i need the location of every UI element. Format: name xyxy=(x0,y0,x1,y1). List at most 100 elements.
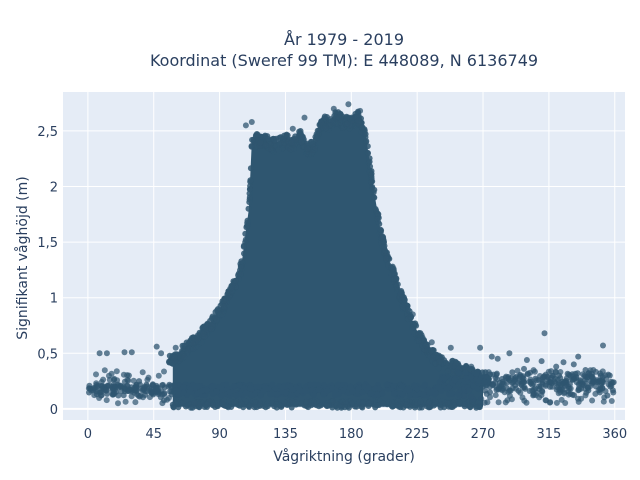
data-point xyxy=(313,131,320,138)
data-point xyxy=(592,390,599,397)
data-point xyxy=(149,381,156,388)
data-point xyxy=(519,379,526,386)
data-point xyxy=(259,134,266,140)
data-point xyxy=(467,374,474,381)
data-point xyxy=(172,399,179,406)
data-point xyxy=(462,369,469,376)
data-point xyxy=(422,381,428,388)
data-point xyxy=(281,399,288,406)
data-point xyxy=(592,368,599,375)
data-point xyxy=(103,397,110,404)
data-point xyxy=(468,363,475,370)
data-point xyxy=(560,359,567,366)
data-point xyxy=(506,350,513,357)
data-point xyxy=(539,387,545,394)
data-point xyxy=(342,398,349,405)
data-point xyxy=(444,400,451,407)
data-point xyxy=(253,404,260,411)
data-point xyxy=(143,381,150,388)
data-point xyxy=(317,402,324,409)
data-point xyxy=(389,399,396,406)
data-point xyxy=(246,194,253,201)
y-tick-label: 2 xyxy=(50,181,58,196)
data-point xyxy=(159,381,166,388)
data-point xyxy=(359,124,366,131)
data-point xyxy=(262,142,269,149)
data-point xyxy=(279,384,286,391)
data-point xyxy=(246,402,253,409)
data-point xyxy=(582,385,589,392)
data-point xyxy=(161,368,167,375)
data-point xyxy=(517,389,524,396)
data-point xyxy=(405,306,411,313)
data-point xyxy=(394,281,401,288)
data-point xyxy=(133,386,140,393)
data-point xyxy=(247,177,254,184)
data-point xyxy=(521,365,527,372)
data-point xyxy=(382,247,388,254)
data-point xyxy=(172,344,179,351)
data-point xyxy=(334,381,341,388)
data-point xyxy=(425,399,432,406)
data-point xyxy=(494,355,501,362)
data-point xyxy=(600,342,606,349)
data-point xyxy=(110,381,117,388)
x-tick-label: 360 xyxy=(602,427,627,442)
data-point xyxy=(288,404,295,411)
data-point xyxy=(117,382,124,389)
data-point xyxy=(448,390,455,397)
data-point xyxy=(563,382,570,388)
data-point xyxy=(308,402,315,409)
data-point xyxy=(582,373,589,380)
data-point xyxy=(428,339,435,346)
data-point xyxy=(248,392,255,399)
data-point xyxy=(545,368,552,375)
data-point xyxy=(168,384,175,390)
data-point xyxy=(426,389,433,396)
data-point xyxy=(409,311,416,318)
data-point xyxy=(494,376,501,383)
data-point xyxy=(341,404,348,411)
data-point xyxy=(587,367,594,374)
data-point xyxy=(574,370,581,377)
data-point xyxy=(203,386,210,393)
data-point xyxy=(553,399,560,406)
data-point xyxy=(146,394,153,401)
data-point xyxy=(109,387,115,394)
data-point xyxy=(282,389,289,396)
data-point xyxy=(355,385,362,392)
data-point xyxy=(310,391,317,398)
data-point xyxy=(132,399,139,406)
data-point xyxy=(347,385,354,391)
data-point xyxy=(130,377,137,384)
data-point xyxy=(398,288,405,294)
data-point xyxy=(599,368,606,375)
data-point xyxy=(375,211,382,218)
y-tick-label: 1,5 xyxy=(37,236,58,251)
data-point xyxy=(93,371,99,378)
x-tick-label: 180 xyxy=(339,427,364,442)
data-point xyxy=(395,403,402,410)
data-point xyxy=(422,342,429,349)
data-point xyxy=(226,389,233,396)
data-point xyxy=(204,401,211,408)
data-point xyxy=(571,392,578,399)
x-tick-label: 135 xyxy=(273,427,298,442)
data-point xyxy=(249,136,256,143)
data-point xyxy=(403,402,410,409)
data-point xyxy=(106,382,113,389)
data-point xyxy=(443,360,450,367)
data-point xyxy=(231,383,237,390)
data-point xyxy=(237,271,244,277)
data-point xyxy=(243,390,249,396)
data-point xyxy=(570,361,577,368)
data-point xyxy=(587,383,594,390)
data-point xyxy=(96,350,103,357)
data-point xyxy=(545,374,552,381)
data-point xyxy=(603,376,610,383)
data-point xyxy=(242,398,249,405)
data-point xyxy=(289,398,296,405)
data-point xyxy=(451,376,458,383)
data-point xyxy=(470,383,477,390)
data-point xyxy=(374,391,381,398)
